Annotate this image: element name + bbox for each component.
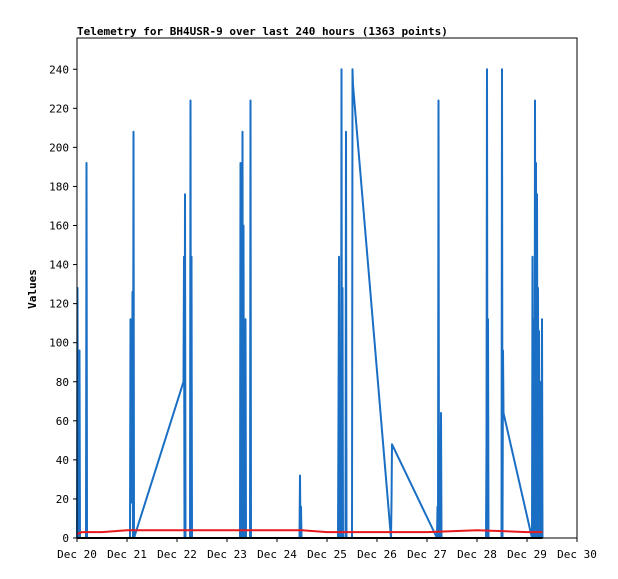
y-tick-label: 120 — [49, 298, 69, 311]
y-tick-label: 80 — [56, 376, 69, 389]
x-axis: Dec 20 Dec 21 Dec 22 Dec 23 Dec 24 Dec 25 Dec … — [57, 538, 597, 561]
x-tick-label: Dec 29 — [507, 548, 547, 561]
y-tick-label: 240 — [49, 63, 69, 76]
y-tick-label: 100 — [49, 337, 69, 350]
x-tick-label: Dec 24 — [257, 548, 297, 561]
x-tick-label: Dec 30 — [557, 548, 597, 561]
y-tick-label: 220 — [49, 102, 69, 115]
x-tick-label: Dec 21 — [107, 548, 147, 561]
x-tick-label: Dec 27 — [407, 548, 447, 561]
chart-title: Telemetry for BH4USR-9 over last 240 hou… — [77, 25, 448, 38]
series-line-1 — [76, 68, 544, 539]
x-tick-label: Dec 22 — [157, 548, 197, 561]
y-tick-label: 160 — [49, 220, 69, 233]
series-line-2 — [76, 529, 543, 536]
x-tick-label: Dec 20 — [57, 548, 97, 561]
y-tick-label: 40 — [56, 454, 69, 467]
y-axis: 0 20 40 60 80 100 120 140 160 180 200 220 240 — [49, 63, 77, 545]
y-tick-label: 180 — [49, 180, 69, 193]
x-tick-label: Dec 26 — [357, 548, 397, 561]
y-tick-label: 0 — [62, 532, 69, 545]
y-tick-label: 140 — [49, 259, 69, 272]
x-tick-label: Dec 23 — [207, 548, 247, 561]
x-tick-label: Dec 28 — [457, 548, 497, 561]
series-layer — [76, 68, 544, 539]
y-tick-label: 200 — [49, 141, 69, 154]
y-tick-label: 20 — [56, 493, 69, 506]
y-axis-label: Values — [26, 269, 39, 309]
x-tick-label: Dec 25 — [307, 548, 347, 561]
y-tick-label: 60 — [56, 415, 69, 428]
